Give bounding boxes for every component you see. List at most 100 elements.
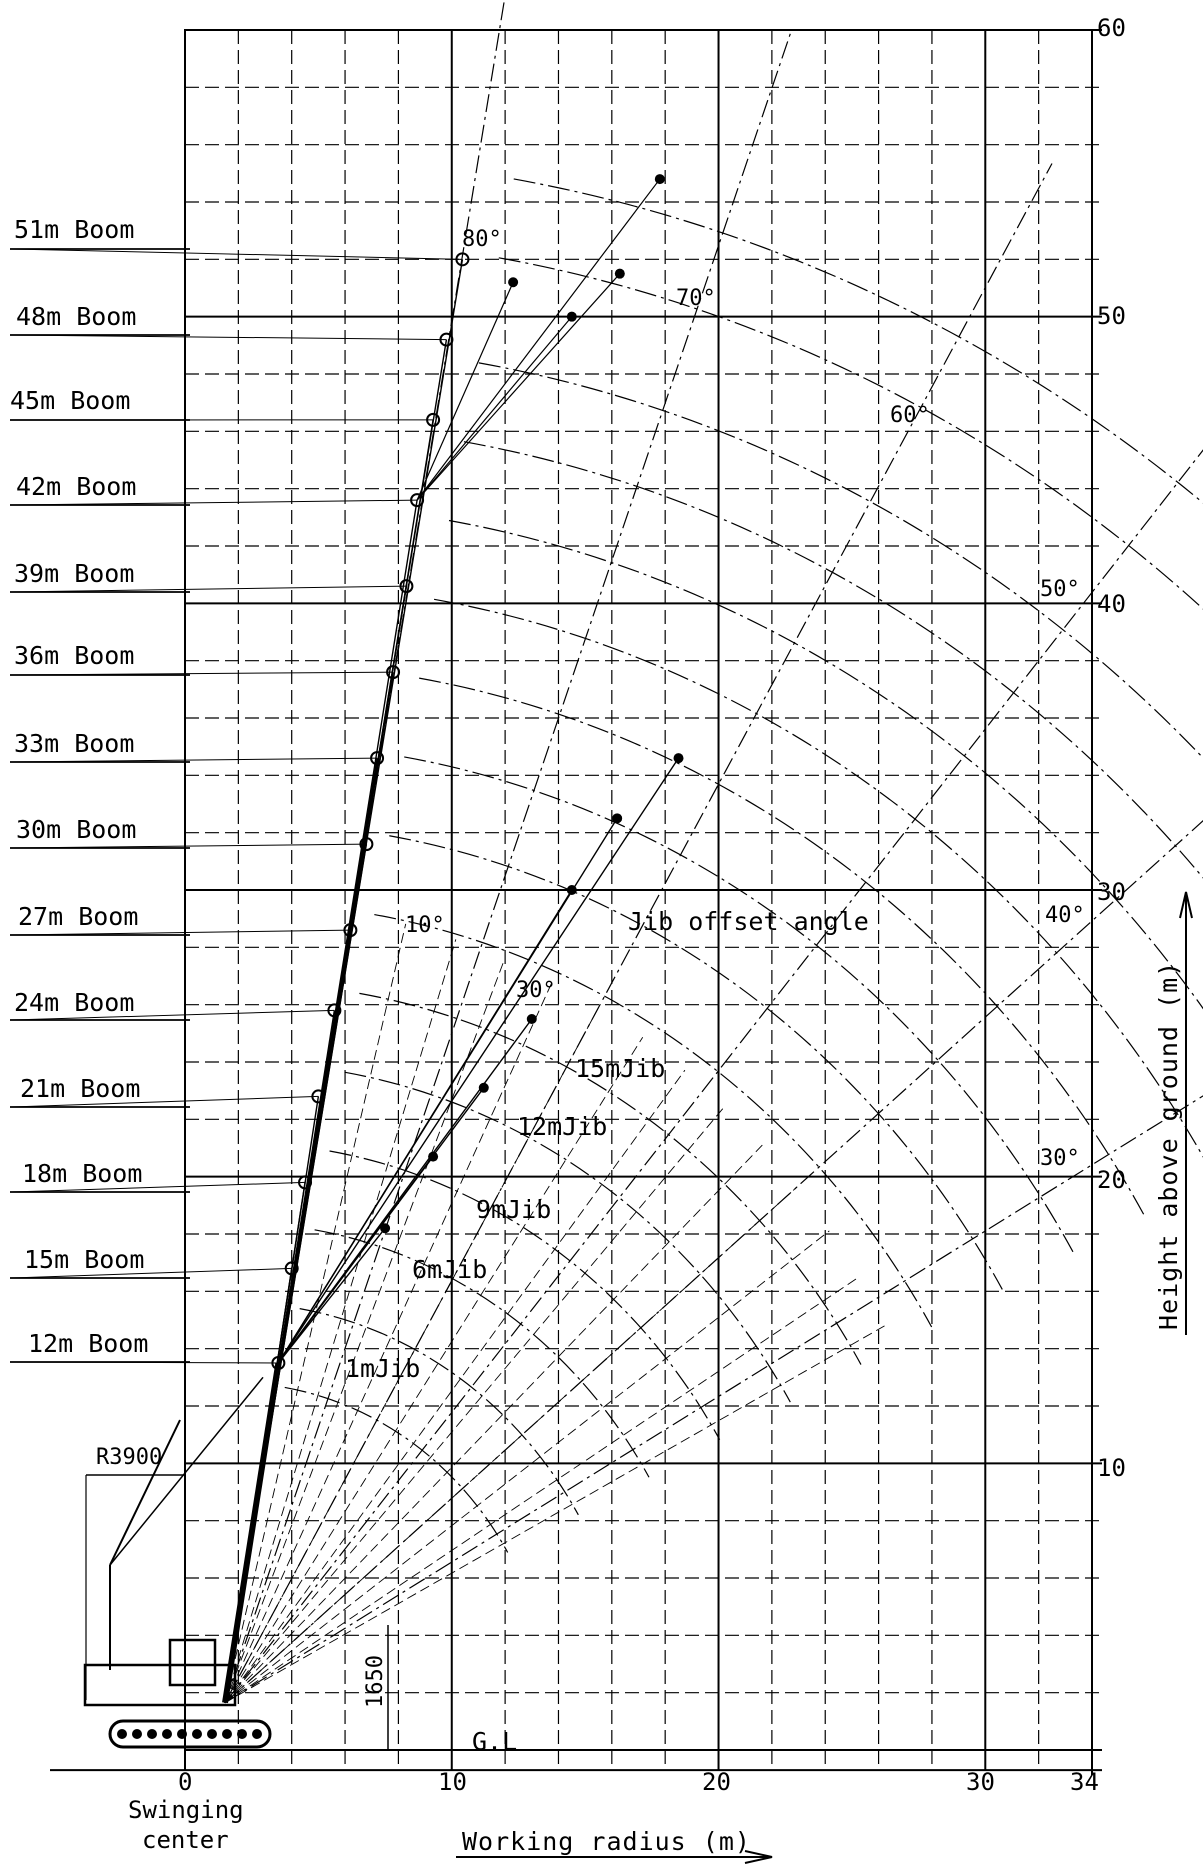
track-roller (117, 1729, 127, 1739)
fan-line (224, 1069, 686, 1703)
origin-label-center: center (142, 1826, 229, 1854)
y-axis-arrow-icon (1179, 891, 1193, 919)
track-roller (207, 1729, 217, 1739)
jib-labels: 15mJib 12mJib 9mJib 6mJib 1mJib (345, 1054, 665, 1383)
boom-tip-leader (11, 334, 447, 341)
jib-offset-10: 10° (405, 913, 445, 938)
hook-path-arc (404, 756, 1074, 1253)
jib-line (277, 1018, 533, 1364)
boom-label-42m: 42m Boom (16, 472, 136, 501)
jib-tip-marker (673, 753, 684, 764)
x-tick-0: 0 (178, 1768, 192, 1796)
jib-tip-marker (526, 1014, 537, 1024)
boom-label-27m: 27m Boom (18, 902, 138, 931)
fan-line (224, 958, 506, 1703)
hook-height-arcs (284, 178, 1203, 1553)
boom-tip-leader (11, 585, 407, 593)
upper-jib-line (416, 273, 621, 501)
fan-line (224, 1276, 859, 1704)
hook-path-arc (513, 178, 1203, 504)
boom-label-21m: 21m Boom (20, 1074, 140, 1103)
jib-line (277, 757, 680, 1364)
boom-tip-leader (11, 1095, 319, 1108)
hook-path-arc (329, 1150, 721, 1440)
boom-angle-line (224, 1095, 1203, 1704)
boom-tip-leader (11, 1009, 335, 1021)
pivot-height-label: 1650 (363, 1655, 388, 1708)
track-roller (252, 1729, 262, 1739)
upper-jib-line (416, 316, 573, 501)
hook-path-arc (359, 992, 862, 1365)
track-roller (147, 1729, 157, 1739)
fan-line (224, 1186, 798, 1704)
boom-label-15m: 15m Boom (24, 1245, 144, 1274)
hook-path-arc (284, 1386, 509, 1553)
x-axis-title: Working radius (m) (462, 1827, 751, 1856)
track-roller (222, 1729, 232, 1739)
crane-body (83, 1362, 389, 1750)
boom-label-30m: 30m Boom (16, 815, 136, 844)
fan-line (224, 939, 457, 1703)
track-roller (192, 1729, 202, 1739)
hook-path-arc (419, 677, 1145, 1215)
x-tick-10: 10 (438, 1768, 467, 1796)
x-axis-arrow-icon (744, 1850, 773, 1864)
jib-line (277, 817, 618, 1364)
jib-label-12m: 12mJib (517, 1112, 607, 1141)
crawler-track (108, 1719, 272, 1749)
jib-tip-marker (478, 1082, 489, 1093)
boom-tip-leader (11, 1267, 292, 1279)
boom-angle-line (224, 820, 1203, 1704)
angle-label-40: 40° (1045, 903, 1085, 928)
x-tick-30: 30 (966, 1768, 995, 1796)
y-tick-60: 60 (1097, 14, 1126, 42)
fan-line (224, 981, 553, 1703)
boom-tip-leader (11, 843, 367, 849)
fan-line (224, 1007, 599, 1703)
boom-tip-leader (11, 248, 463, 260)
fan-line (224, 1037, 644, 1703)
boom-tip-leader (11, 671, 394, 676)
y-axis-title: Height above ground (m) (1154, 961, 1183, 1330)
boom-label-48m: 48m Boom (16, 302, 136, 331)
hook-path-arc (448, 519, 1203, 1010)
angle-label-70: 70° (676, 286, 716, 311)
upper-jib-line (416, 178, 661, 501)
angle-label-30: 30° (1040, 1146, 1080, 1171)
hook-path-arc (433, 598, 1203, 1158)
boom-label-18m: 18m Boom (22, 1159, 142, 1188)
y-tick-50: 50 (1097, 302, 1126, 330)
jib-label-1m: 1mJib (345, 1354, 420, 1383)
boom-tip-leader (11, 499, 418, 506)
jib-offset-30: 30° (516, 978, 556, 1003)
angle-label-60: 60° (890, 403, 930, 428)
upper-structure (83, 1663, 237, 1707)
operator-cab (168, 1638, 217, 1687)
hook-path-arc (344, 1071, 791, 1403)
y-tick-40: 40 (1097, 590, 1126, 618)
angle-label-50: 50° (1040, 577, 1080, 602)
boom-label-12m: 12m Boom (28, 1329, 148, 1358)
boom-label-39m: 39m Boom (14, 559, 134, 588)
boom-angle-lines (224, 0, 1203, 1704)
lattice-boom (222, 1362, 282, 1704)
boom-label-33m: 33m Boom (14, 729, 134, 758)
fan-line (224, 1325, 885, 1704)
angle-label-80: 80° (462, 227, 502, 252)
track-roller (162, 1729, 172, 1739)
upper-jib-tip-marker (566, 311, 577, 322)
hook-path-arc (478, 362, 1203, 759)
jib-tip-marker (612, 813, 623, 824)
boom-label-36m: 36m Boom (14, 641, 134, 670)
boom-angle-line (224, 32, 792, 1703)
boom-tip-leader (11, 1181, 306, 1193)
x-axis-ticks: 0 10 20 30 34 (178, 1768, 1099, 1796)
boom-label-51m: 51m Boom (14, 215, 134, 244)
jib-label-9m: 9mJib (476, 1195, 551, 1224)
y-axis-ticks: 10 20 30 40 50 60 (1097, 14, 1126, 1482)
jib-line (277, 1227, 386, 1364)
track-roller (177, 1729, 187, 1739)
jib-label-15m: 15mJib (575, 1054, 665, 1083)
y-tick-10: 10 (1097, 1454, 1126, 1482)
